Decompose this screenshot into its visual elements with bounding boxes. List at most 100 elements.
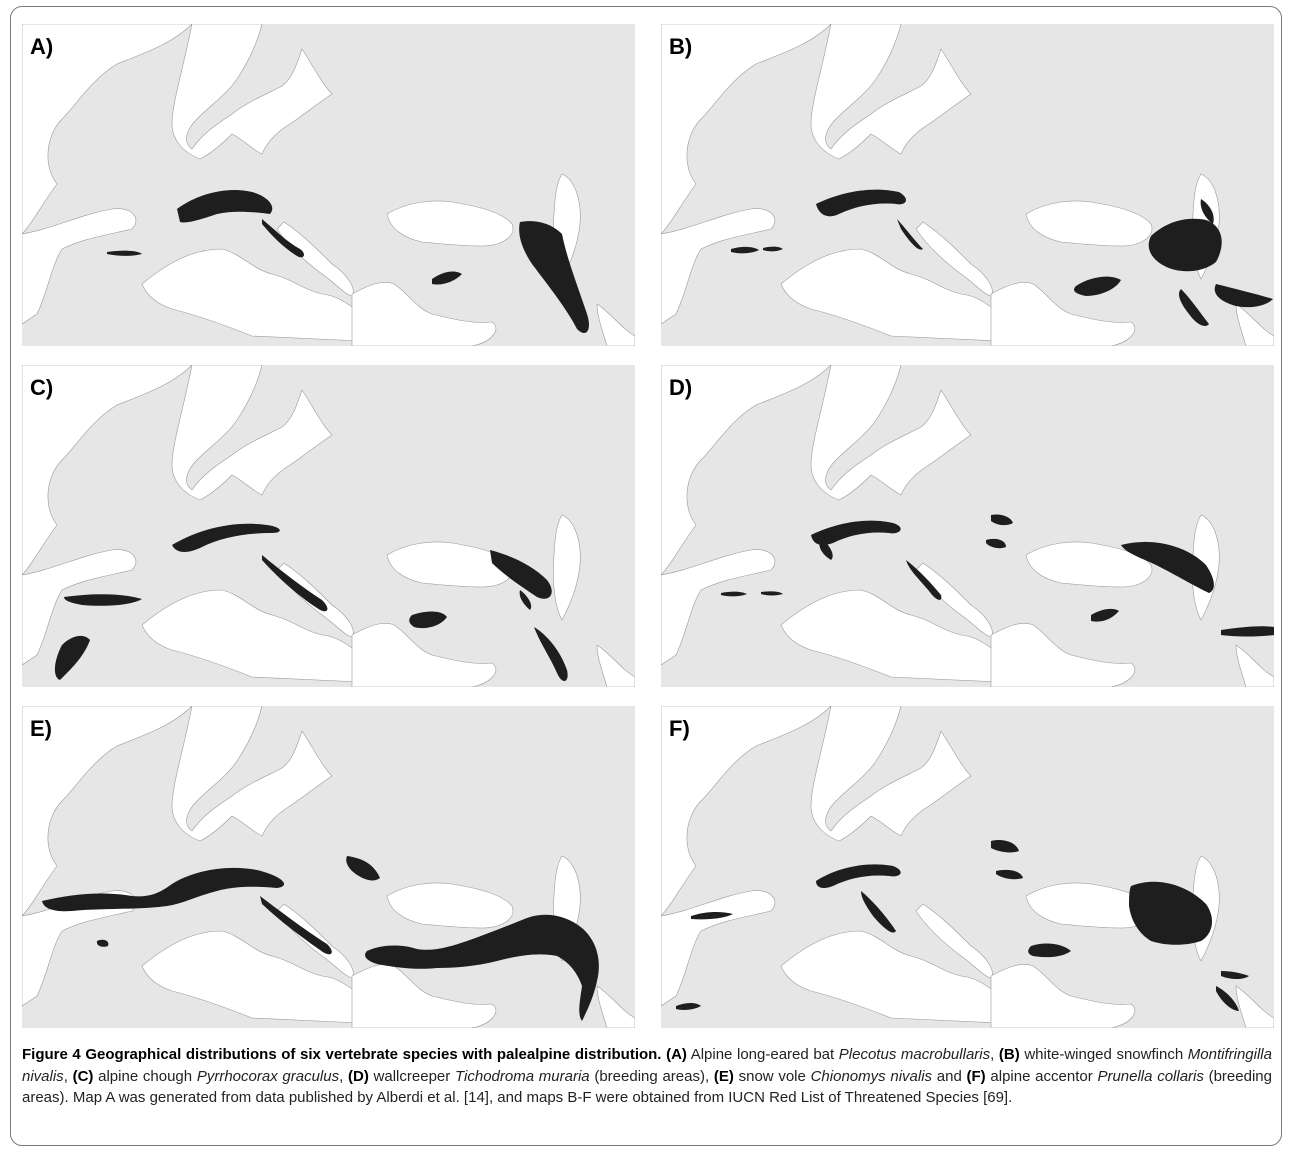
distribution-range [64,594,142,606]
caption-item-latin-name: Montifringilla nivalis [22,1046,1272,1085]
distribution-range [731,246,759,254]
panel-a-map: A) [22,24,635,346]
sea-region [1235,303,1274,346]
sea-region [22,706,193,917]
sea-region [22,365,193,576]
panel-b-svg [661,24,1274,346]
panel-b-map: B) [661,24,1274,346]
panel-f-map: F) [661,706,1274,1028]
distribution-range [262,219,304,258]
distribution-range [1221,626,1274,637]
sea-region [661,208,776,325]
distribution-range [819,537,833,560]
distribution-range [519,590,532,610]
distribution-range [763,246,783,252]
distribution-range [1148,218,1222,272]
land-area [22,24,635,346]
distribution-range [260,896,332,955]
caption-item-tag: (B) [994,1046,1020,1063]
sea-region [1235,644,1274,687]
distribution-range [897,219,923,250]
sea-region [810,24,972,160]
caption-item-suffix: , [990,1046,995,1063]
sea-region [351,623,497,687]
sea-region [171,24,333,160]
caption-item-suffix: (breeding areas), [589,1067,710,1085]
sea-region [596,644,635,687]
caption-item-common-name: Alpine long-eared bat [686,1046,839,1063]
caption-item-suffix: , [339,1067,344,1085]
distribution-range [986,538,1006,549]
distribution-range [262,555,328,612]
caption-item-suffix: (breeding areas). [22,1067,1272,1107]
distribution-range [409,611,447,629]
distribution-range [816,864,901,889]
sea-region [351,282,497,346]
caption-item-common-name: white-winged snowfinch [1019,1046,1188,1063]
panel-c-map: C) [22,365,635,687]
panel-label: E) [30,716,52,741]
distribution-range [1129,881,1213,945]
panel-label: D) [669,375,693,400]
distribution-range [811,520,901,545]
sea-region [990,964,1136,1028]
caption-item-tag: (A) [666,1046,687,1063]
land-area [661,24,1274,346]
caption-item-suffix: , [63,1067,68,1085]
distribution-range [991,840,1019,853]
caption-item-latin-name: Pyrrhocorax graculus [196,1067,340,1085]
sea-region [171,365,333,501]
caption-item-common-name: snow vole [733,1067,811,1085]
caption-item-latin-name: Chionomys nivalis [810,1067,933,1085]
sea-region [171,706,333,842]
figure-frame [10,6,1282,1146]
distribution-range [1200,199,1214,224]
sea-region [386,882,514,929]
sea-region [810,365,972,501]
distribution-range [1091,608,1119,622]
distribution-range [1074,276,1121,296]
caption-item-latin-name: Tichodroma muraria [454,1067,590,1085]
distribution-range [1216,986,1239,1011]
sea-region [661,549,776,666]
panel-e-map: E) [22,706,635,1028]
distribution-range [172,523,280,552]
distribution-range [107,250,142,256]
caption-item-common-name: alpine chough [93,1067,197,1085]
caption-tail: Map A was generated from data published … [72,1089,1013,1106]
caption-item-latin-name: Plecotus macrobullaris [838,1046,991,1063]
caption-item-tag: (D) [343,1067,369,1085]
distribution-range [490,550,552,599]
distribution-range [42,867,285,912]
caption-item-tag: (E) [709,1067,734,1085]
land-area [22,706,635,1028]
sea-region [22,24,193,235]
caption-item-latin-name: Prunella collaris [1097,1067,1204,1085]
caption-item: (E) snow vole Chionomys nivalis and [709,1068,962,1085]
distribution-range [365,914,599,1021]
distribution-range [177,189,273,223]
caption-item: (B) white-winged snowfinch Montifringill… [22,1046,1272,1085]
land-area [661,706,1274,1028]
distribution-range [432,271,462,285]
distribution-range [906,560,942,600]
sea-region [661,890,776,1007]
caption-item-tag: (C) [67,1067,94,1085]
panel-label: F) [669,716,690,741]
sea-region [1025,541,1153,588]
distribution-range [346,856,380,881]
land-area [22,365,635,687]
sea-region [22,549,137,666]
distribution-range [1178,289,1209,326]
distribution-range [816,189,907,217]
sea-region [990,282,1136,346]
sea-region [22,208,137,325]
distribution-range [676,1003,701,1010]
distribution-range [1121,541,1214,593]
sea-region [810,706,972,842]
sea-region [552,514,581,621]
distribution-range [1221,971,1249,979]
land-area [661,365,1274,687]
caption-item: (A) Alpine long-eared bat Plecotus macro… [666,1046,994,1063]
panel-a-svg [22,24,635,346]
